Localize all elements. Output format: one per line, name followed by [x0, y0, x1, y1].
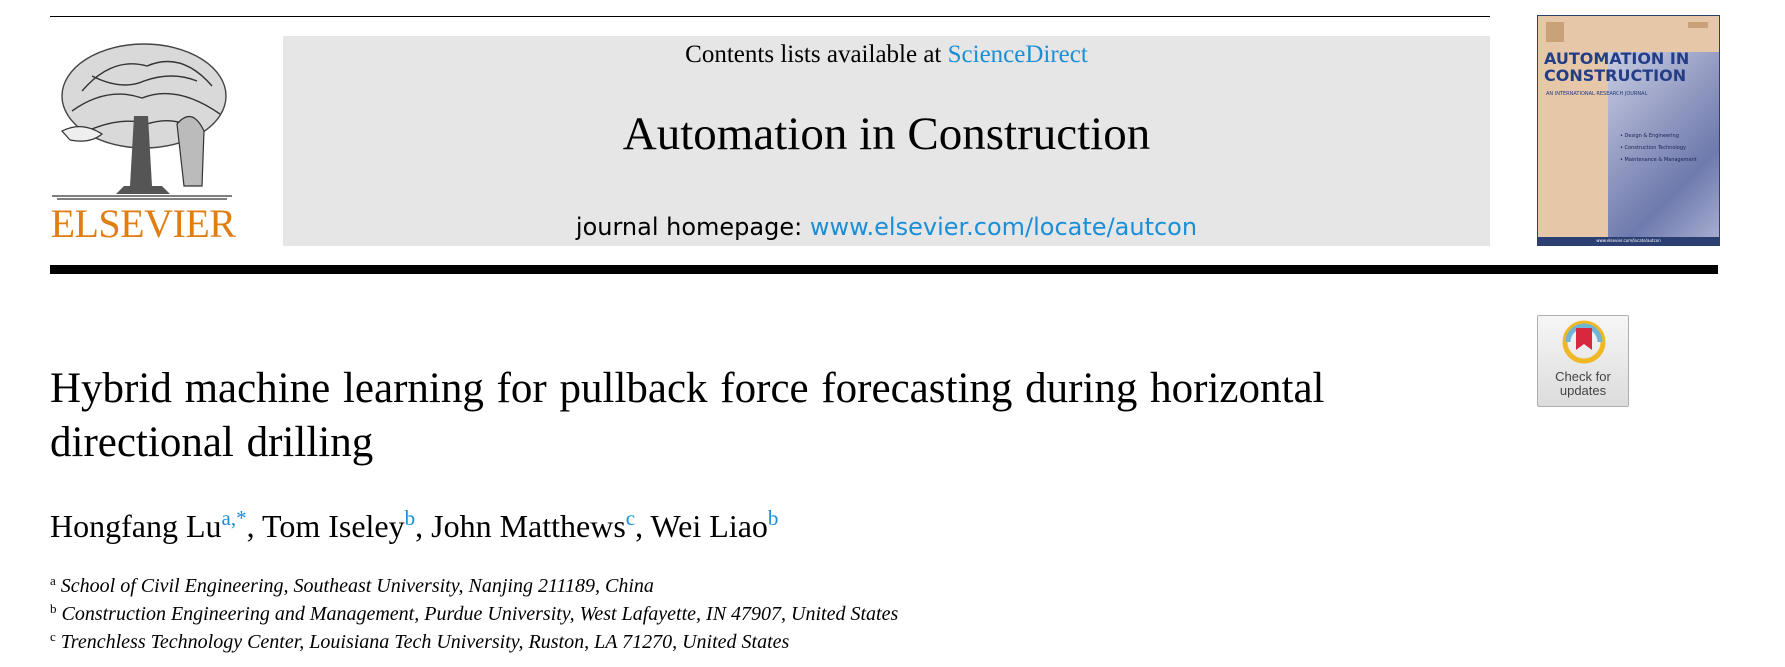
journal-cover-thumbnail[interactable]: AUTOMATION IN CONSTRUCTION AN INTERNATIO… — [1537, 15, 1720, 246]
homepage-prefix: journal homepage: — [575, 213, 810, 241]
journal-header: Contents lists available at ScienceDirec… — [283, 36, 1490, 246]
author-affiliation-marker[interactable]: c — [625, 506, 636, 530]
author-separator: , — [246, 508, 263, 544]
cover-subtitle: AN INTERNATIONAL RESEARCH JOURNAL — [1546, 91, 1648, 97]
author-name[interactable]: Hongfang Lu — [50, 508, 222, 544]
cover-title-line1: AUTOMATION IN — [1544, 49, 1690, 68]
affiliation-item: c Trenchless Technology Center, Louisiana… — [50, 628, 898, 656]
cover-bullet: • Design & Engineering — [1620, 133, 1679, 139]
author-affiliation-marker[interactable]: b — [404, 506, 416, 530]
header-divider — [50, 265, 1718, 274]
cover-title-line2: CONSTRUCTION — [1544, 66, 1687, 85]
elsevier-logo[interactable]: ELSEVIER — [46, 36, 240, 246]
elsevier-tree-icon — [52, 43, 232, 200]
homepage-line: journal homepage: www.elsevier.com/locat… — [283, 212, 1490, 242]
cover-footer: www.elsevier.com/locate/autcon — [1538, 237, 1719, 245]
author-separator: , — [415, 508, 432, 544]
cover-badge — [1688, 22, 1708, 28]
cover-bullets: • Design & Engineering • Construction Te… — [1620, 130, 1716, 166]
sciencedirect-link[interactable]: ScienceDirect — [947, 41, 1088, 68]
journal-title: Automation in Construction — [622, 108, 1151, 160]
check-for-updates-line1: Check for — [1555, 369, 1611, 384]
author-affiliation-marker[interactable]: b — [767, 506, 779, 530]
affiliation-label: b — [50, 601, 57, 616]
cover-image — [1608, 52, 1719, 237]
check-for-updates-icon — [1562, 320, 1606, 364]
affiliation-label: a — [50, 573, 56, 588]
check-for-updates-button[interactable]: Check for updates — [1537, 315, 1629, 407]
affiliation-item: b Construction Engineering and Management… — [50, 600, 898, 628]
author-separator: , — [635, 508, 651, 544]
affiliation-label: c — [50, 629, 56, 644]
top-rule — [50, 16, 1490, 17]
affiliation-text: School of Civil Engineering, Southeast U… — [60, 575, 654, 597]
affiliation-text: Trenchless Technology Center, Louisiana … — [60, 631, 790, 653]
check-for-updates-line2: updates — [1559, 383, 1607, 398]
contents-prefix: Contents lists available at — [685, 41, 948, 68]
author-list: Hongfang Lua,*, Tom Iseleyb, John Matthe… — [50, 506, 778, 546]
cover-title: AUTOMATION IN CONSTRUCTION — [1544, 50, 1716, 84]
affiliation-list: a School of Civil Engineering, Southeast … — [50, 572, 898, 656]
journal-homepage-link[interactable]: www.elsevier.com/locate/autcon — [809, 213, 1198, 241]
author-name[interactable]: Wei Liao — [650, 508, 768, 544]
author-name[interactable]: John Matthews — [431, 508, 626, 544]
elsevier-wordmark: ELSEVIER — [50, 201, 236, 246]
article-title: Hybrid machine learning for pullback for… — [50, 365, 1325, 466]
author-affiliation-marker[interactable]: a,* — [221, 506, 247, 530]
affiliation-text: Construction Engineering and Management,… — [61, 603, 899, 625]
contents-line: Contents lists available at ScienceDirec… — [283, 40, 1490, 70]
cover-bullet: • Maintenance & Management — [1620, 157, 1697, 163]
author-name[interactable]: Tom Iseley — [262, 508, 405, 544]
affiliation-item: a School of Civil Engineering, Southeast … — [50, 572, 898, 600]
cover-elsevier-logo-icon — [1546, 22, 1564, 42]
cover-bullet: • Construction Technology — [1620, 145, 1686, 151]
check-for-updates-label: Check for updates — [1538, 370, 1628, 398]
